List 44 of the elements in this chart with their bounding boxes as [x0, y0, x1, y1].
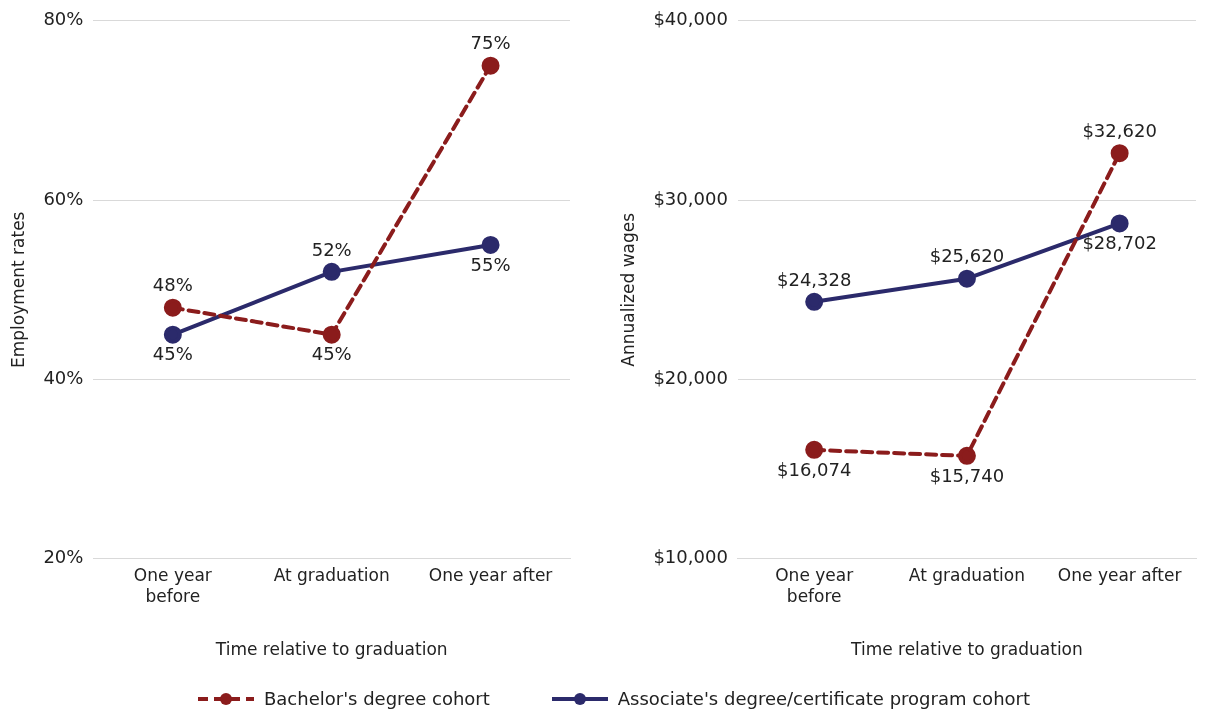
legend-label: Bachelor's degree cohort — [263, 688, 490, 709]
point — [163, 325, 182, 344]
legend-label: Associate's degree/certificate program cohort — [617, 688, 1031, 709]
x-axis-title: Time relative to graduation — [214, 639, 448, 660]
point — [805, 292, 824, 311]
x-tick-label: One year after — [428, 565, 553, 586]
y-tick-label: $40,000 — [653, 8, 728, 30]
y-tick-label: $10,000 — [653, 546, 728, 568]
data-label: $16,074 — [776, 458, 852, 480]
y-tick-label: 80% — [43, 8, 84, 30]
y-tick-label: 60% — [43, 187, 84, 209]
data-label: 52% — [311, 238, 352, 260]
point — [1110, 214, 1129, 233]
data-label: 55% — [470, 253, 511, 275]
x-tick-label: One year after — [1057, 565, 1182, 586]
x-axis-title: Time relative to graduation — [850, 639, 1083, 660]
point — [322, 325, 341, 344]
point — [957, 446, 976, 465]
data-label: 45% — [311, 343, 352, 365]
y-axis-title: Employment rates — [7, 211, 28, 369]
y-tick-label: $30,000 — [653, 187, 728, 209]
data-label: 45% — [152, 343, 193, 365]
x-tick-label: At graduation — [908, 565, 1025, 586]
y-axis-title: Annualized wages — [617, 212, 638, 367]
y-tick-label: $20,000 — [653, 367, 728, 389]
point — [957, 269, 976, 288]
point — [1110, 144, 1129, 163]
x-tick-label: One year before — [133, 565, 212, 606]
data-label: $25,620 — [929, 245, 1005, 267]
point — [481, 56, 500, 75]
data-label: $15,740 — [929, 464, 1005, 486]
point — [163, 298, 182, 317]
x-tick-label: One year before — [775, 565, 854, 606]
data-label: $24,328 — [776, 268, 852, 290]
y-tick-label: 20% — [43, 546, 84, 568]
data-label: 48% — [152, 274, 193, 296]
point — [322, 262, 341, 281]
y-tick-label: 40% — [43, 367, 84, 389]
x-tick-label: At graduation — [273, 565, 390, 586]
data-label: $28,702 — [1082, 232, 1157, 254]
point — [481, 235, 500, 254]
point — [805, 440, 824, 459]
data-label: $32,620 — [1082, 119, 1157, 141]
data-label: 75% — [470, 32, 511, 54]
